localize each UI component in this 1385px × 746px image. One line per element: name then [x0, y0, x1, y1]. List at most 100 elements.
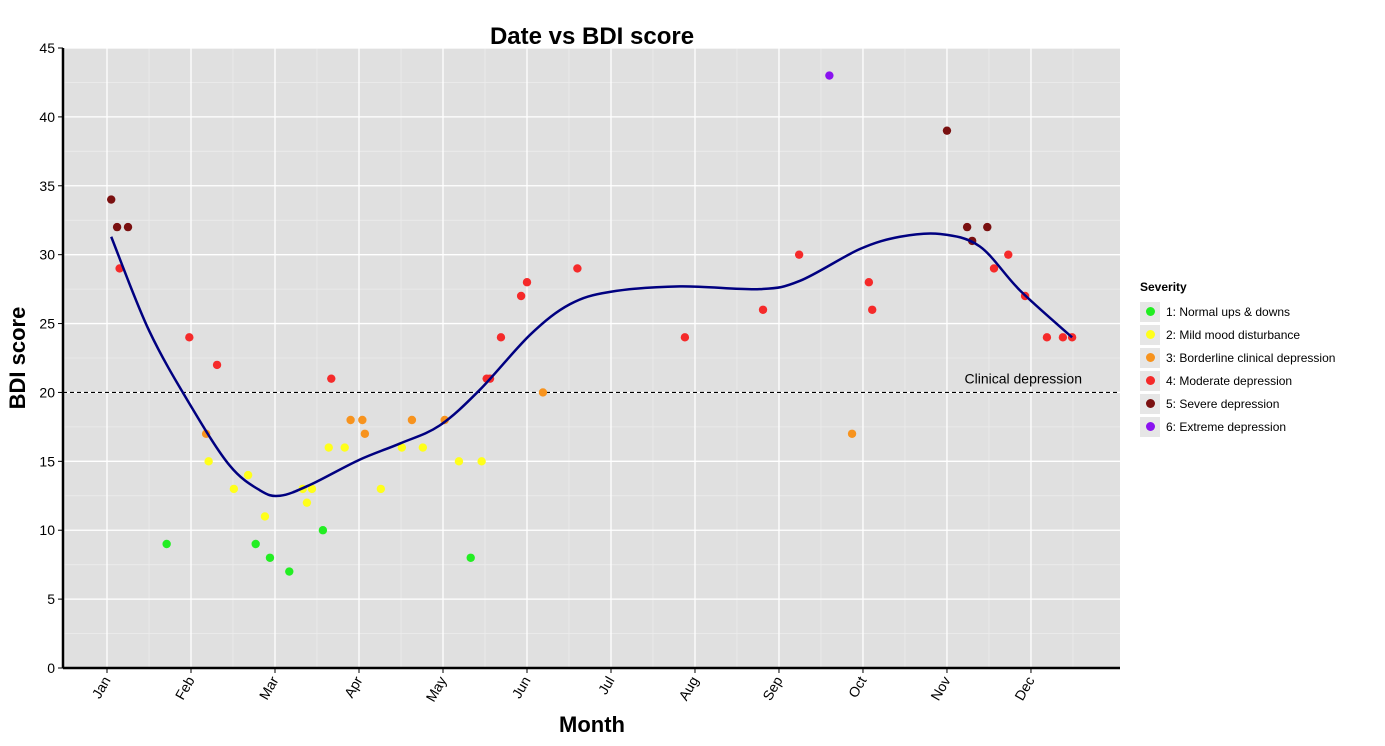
- data-point: [418, 443, 428, 452]
- data-point: [265, 553, 275, 562]
- legend-dot-icon: [1145, 330, 1155, 339]
- legend-label: 3: Borderline clinical depression: [1166, 350, 1336, 365]
- data-point: [318, 526, 328, 535]
- data-point: [680, 333, 690, 342]
- legend-item: 2: Mild mood disturbance: [1140, 323, 1335, 346]
- data-point: [847, 429, 857, 438]
- legend-label: 5: Severe depression: [1166, 396, 1280, 411]
- y-tick-label: 30: [39, 247, 55, 263]
- data-point: [1042, 333, 1052, 342]
- legend-key: [1140, 324, 1160, 345]
- legend-dot-icon: [1145, 376, 1155, 385]
- data-point: [868, 305, 877, 314]
- y-tick-label: 40: [39, 109, 55, 125]
- legend-dot-icon: [1145, 307, 1155, 316]
- data-point: [522, 278, 532, 287]
- legend: Severity 1: Normal ups & downs 2: Mild mo…: [1140, 280, 1335, 438]
- x-axis-label: Month: [559, 712, 625, 737]
- data-point: [204, 457, 213, 466]
- legend-label: 2: Mild mood disturbance: [1166, 327, 1301, 342]
- x-tick-label: Sep: [759, 673, 785, 703]
- legend-label: 1: Normal ups & downs: [1166, 304, 1291, 319]
- data-point: [864, 278, 874, 287]
- data-point: [307, 484, 317, 494]
- threshold-label: Clinical depression: [964, 370, 1082, 386]
- data-point: [758, 305, 768, 314]
- data-point: [162, 539, 171, 549]
- x-tick-label: Aug: [675, 674, 701, 704]
- y-tick-label: 45: [39, 40, 55, 56]
- legend-dot-icon: [1145, 353, 1155, 362]
- x-tick-label: Mar: [256, 673, 282, 702]
- legend-item: 6: Extreme depression: [1140, 415, 1335, 438]
- y-tick-label: 0: [47, 660, 55, 676]
- legend-label: 6: Extreme depression: [1166, 419, 1287, 434]
- data-point: [1058, 333, 1068, 342]
- data-point: [989, 264, 999, 273]
- data-point: [376, 484, 386, 494]
- data-point: [360, 429, 370, 438]
- smooth-trend-line: [110, 232, 1073, 498]
- data-point: [107, 195, 116, 204]
- y-tick-label: 20: [39, 384, 55, 400]
- y-tick-label: 10: [39, 522, 55, 538]
- x-tick-label: Feb: [172, 673, 198, 702]
- x-tick-label: Jan: [88, 674, 113, 702]
- data-point: [123, 222, 133, 232]
- data-point: [251, 539, 260, 549]
- y-tick-label: 5: [47, 591, 55, 607]
- legend-key: [1140, 347, 1160, 368]
- legend-item: 1: Normal ups & downs: [1140, 300, 1335, 323]
- data-point: [477, 457, 486, 466]
- x-tick-label: Oct: [845, 673, 870, 700]
- data-point: [825, 71, 834, 80]
- data-point: [573, 264, 582, 273]
- data-point: [358, 415, 367, 425]
- y-tick-label: 15: [39, 453, 55, 469]
- x-tick-label: Dec: [1011, 674, 1037, 704]
- data-point: [243, 470, 253, 480]
- legend-dot-icon: [1145, 399, 1155, 408]
- data-point: [794, 250, 804, 259]
- x-tick-label: Apr: [341, 673, 366, 700]
- x-tick-label: Nov: [927, 674, 953, 704]
- data-point: [454, 457, 464, 466]
- data-point: [983, 222, 992, 232]
- chart-title: Date vs BDI score: [490, 23, 694, 50]
- x-tick-label: May: [423, 674, 450, 705]
- data-point: [496, 333, 506, 342]
- data-point: [1004, 250, 1013, 259]
- data-point: [260, 512, 270, 521]
- legend-item: 5: Severe depression: [1140, 392, 1335, 415]
- legend-key: [1140, 393, 1160, 414]
- data-point: [397, 443, 407, 452]
- data-point: [466, 553, 475, 562]
- data-point: [327, 374, 336, 383]
- data-point: [346, 415, 355, 425]
- legend-title: Severity: [1140, 280, 1187, 294]
- legend-key: [1140, 370, 1160, 391]
- data-point: [407, 415, 417, 425]
- data-point: [324, 443, 333, 452]
- data-point: [942, 126, 952, 135]
- data-point: [962, 222, 972, 232]
- x-tick-label: Jul: [595, 674, 618, 698]
- data-point: [185, 333, 194, 342]
- legend-item: 4: Moderate depression: [1140, 369, 1335, 392]
- legend-label: 4: Moderate depression: [1166, 373, 1293, 388]
- legend-dot-icon: [1145, 422, 1155, 431]
- y-tick-label: 35: [39, 178, 55, 194]
- data-point: [538, 388, 548, 397]
- data-point: [340, 443, 349, 452]
- data-point: [302, 498, 312, 507]
- data-point: [285, 567, 294, 576]
- data-point: [112, 222, 122, 232]
- data-point: [212, 360, 222, 370]
- legend-key: [1140, 416, 1160, 437]
- x-tick-label: Jun: [508, 674, 533, 702]
- data-point: [516, 291, 526, 301]
- data-point: [229, 484, 239, 494]
- y-tick-label: 25: [39, 316, 55, 332]
